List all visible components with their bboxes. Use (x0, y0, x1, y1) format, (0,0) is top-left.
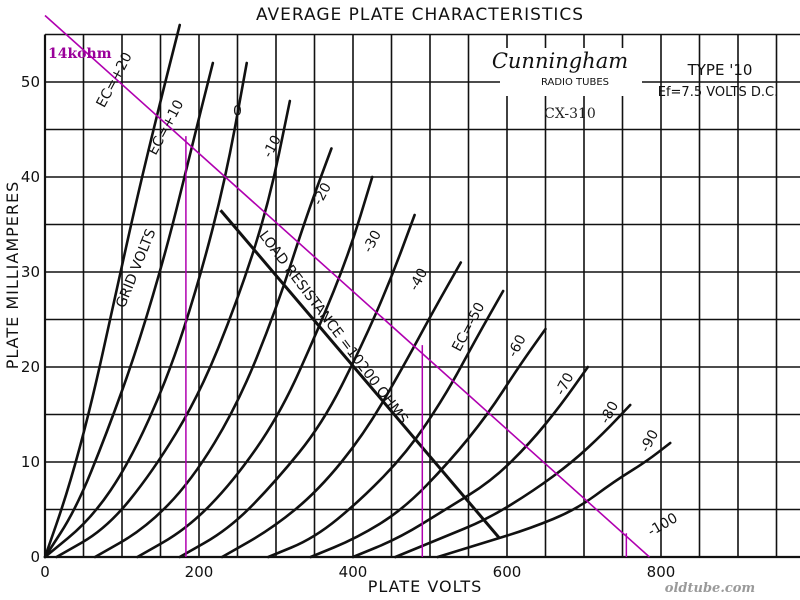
y-tick-label: 0 (30, 548, 40, 566)
y-tick-label: 40 (21, 168, 40, 186)
curve-label: -100 (645, 510, 681, 540)
y-tick-label: 30 (21, 263, 40, 281)
y-tick-label: 20 (21, 358, 40, 376)
x-tick-label: 0 (40, 563, 50, 581)
y-tick-label: 10 (21, 453, 40, 471)
curve-label: -80 (597, 399, 622, 427)
x-axis-label: PLATE VOLTS (368, 577, 483, 596)
curve-ec10 (43, 61, 215, 559)
load-resistance-label: LOAD RESISTANCE =10200 OHMS (255, 228, 411, 427)
curve-40 (178, 213, 416, 559)
load-lines (44, 14, 650, 558)
curve-ec50 (220, 261, 463, 559)
curve-70 (309, 327, 547, 559)
x-tick-label: 200 (185, 563, 214, 581)
brand-logo: Cunningham (492, 49, 628, 73)
filament-label: Ef=7.5 VOLTS D.C. (658, 85, 779, 100)
watermark: oldtube.com (665, 581, 755, 596)
curve-100 (436, 441, 672, 559)
curve-ec20 (43, 23, 182, 559)
load-line-14kohm (44, 14, 650, 558)
overlay-load-label: 14kohm (48, 46, 112, 62)
curve-90 (394, 403, 632, 559)
y-axis-label: PLATE MILLIAMPERES (3, 181, 22, 370)
curve-30 (136, 175, 374, 559)
curve-label: -70 (553, 370, 578, 398)
curve-label: EC=+10 (145, 97, 187, 157)
load-line-10200 (219, 209, 501, 539)
chart-title: AVERAGE PLATE CHARACTERISTICS (256, 5, 584, 25)
curve-20 (93, 147, 333, 559)
curve-0 (43, 61, 249, 559)
curve-label: -30 (360, 228, 385, 256)
x-tick-label: 800 (647, 563, 676, 581)
x-tick-label: 400 (339, 563, 368, 581)
tick-labels: 0 200 400 600 800 0 10 20 30 40 50 (21, 73, 675, 581)
brand-subtitle: RADIO TUBES (541, 77, 609, 88)
brand-block: Cunningham RADIO TUBES CX-310 TYPE '10 E… (492, 48, 778, 122)
curve-80 (351, 365, 590, 559)
x-tick-label: 600 (493, 563, 522, 581)
type-label: TYPE '10 (687, 61, 753, 79)
curve-label: -40 (406, 266, 431, 294)
curve-label: 0 (233, 103, 242, 119)
curve-10 (55, 99, 292, 559)
model-label: CX-310 (544, 106, 596, 122)
y-tick-label: 50 (21, 73, 40, 91)
curves (43, 23, 672, 559)
curve-60 (267, 289, 505, 559)
